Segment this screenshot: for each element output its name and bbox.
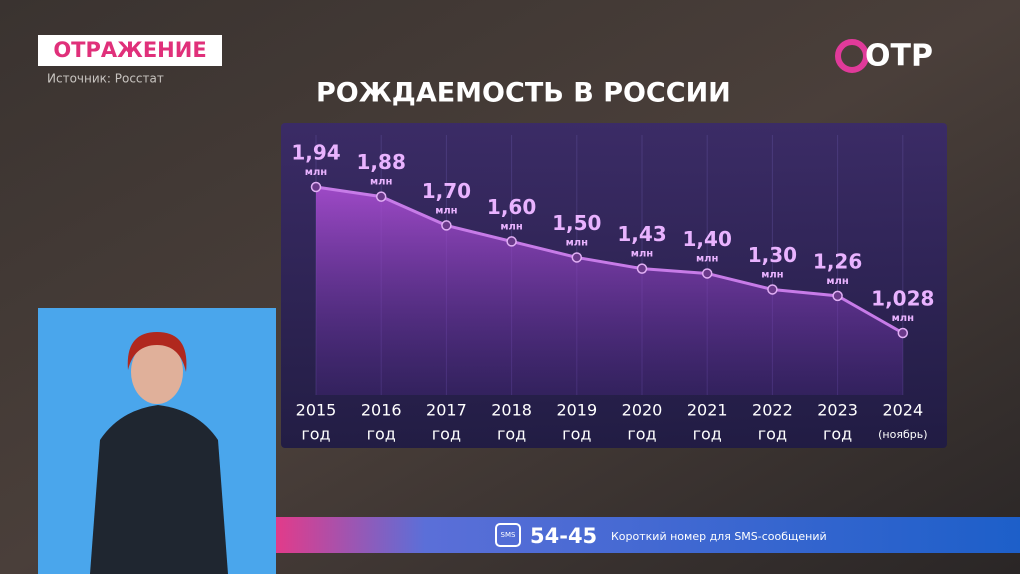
x-tick-label: 2021 bbox=[687, 401, 728, 420]
x-tick-sublabel: год bbox=[693, 425, 722, 444]
sms-number: 54-45 bbox=[530, 524, 597, 548]
interpreter-body bbox=[90, 405, 228, 574]
logo: ОТРАЖЕНИЕ bbox=[53, 38, 206, 62]
point bbox=[636, 263, 648, 274]
channel-ring bbox=[835, 39, 869, 73]
x-tick-sublabel: год bbox=[758, 425, 787, 444]
unit-label: млн bbox=[826, 276, 848, 287]
value-label: 1,40 bbox=[683, 227, 732, 251]
point bbox=[832, 290, 843, 302]
x-tick-label: 2018 bbox=[491, 401, 532, 420]
x-tick-label: 2023 bbox=[817, 401, 858, 420]
point bbox=[506, 236, 517, 247]
x-tick-label: 2020 bbox=[622, 401, 663, 420]
point bbox=[767, 284, 778, 295]
sms-badge-text: SMS bbox=[501, 531, 516, 539]
unit-label: млн bbox=[892, 313, 914, 324]
plot: 1,94 млн 2015 год 1,88 млн 2016 год 1,70 млн 2017 г… bbox=[291, 135, 934, 444]
x-tick-sublabel: (ноябрь) bbox=[878, 428, 927, 441]
value-label: 1,028 bbox=[871, 287, 934, 311]
x-tick-sublabel: год bbox=[301, 425, 330, 444]
ticker-bar bbox=[276, 517, 1020, 553]
line bbox=[315, 185, 904, 335]
point bbox=[441, 220, 452, 231]
x-tick-sublabel: год bbox=[823, 425, 852, 444]
x-tick-sublabel: год bbox=[432, 425, 461, 444]
interpreter-hair bbox=[127, 332, 187, 372]
unit-label: млн bbox=[370, 177, 392, 188]
point bbox=[375, 191, 387, 202]
x-tick-sublabel: год bbox=[627, 425, 656, 444]
x-tick-label: 2022 bbox=[752, 401, 793, 420]
point bbox=[897, 327, 909, 339]
chart-title: РОЖДАЕМОСТЬ В РОССИИ bbox=[316, 78, 731, 109]
x-tick-label: 2024 bbox=[882, 401, 923, 420]
unit-label: млн bbox=[305, 167, 327, 178]
x-tick-label: 2017 bbox=[426, 401, 467, 420]
value-label: 1,60 bbox=[487, 195, 536, 219]
x-tick-label: 2019 bbox=[556, 401, 597, 420]
sms-badge bbox=[495, 523, 521, 547]
value-label: 1,94 bbox=[291, 141, 340, 165]
x-tick-label: 2016 bbox=[361, 401, 402, 420]
x-tick-label: 2015 bbox=[296, 401, 337, 420]
value-label: 1,50 bbox=[552, 211, 601, 235]
source: Источник: Росстат bbox=[47, 72, 164, 86]
point bbox=[310, 181, 322, 193]
logo-box bbox=[38, 35, 222, 66]
channel-logo: ОТР bbox=[865, 39, 933, 74]
point bbox=[701, 268, 713, 279]
area bbox=[316, 187, 903, 395]
value-label: 1,30 bbox=[748, 243, 797, 267]
point bbox=[571, 252, 583, 263]
unit-label: млн bbox=[761, 269, 783, 280]
value-label: 1,26 bbox=[813, 249, 862, 273]
interpreter-head bbox=[131, 340, 183, 404]
unit-label: млн bbox=[631, 249, 653, 260]
value-label: 1,43 bbox=[617, 222, 666, 246]
value-label: 1,88 bbox=[357, 150, 406, 174]
x-tick-sublabel: год bbox=[497, 425, 526, 444]
value-label: 1,70 bbox=[422, 179, 471, 203]
unit-label: млн bbox=[435, 205, 457, 216]
unit-label: млн bbox=[696, 253, 718, 264]
unit-label: млн bbox=[566, 237, 588, 248]
unit-label: млн bbox=[500, 221, 522, 232]
x-tick-sublabel: год bbox=[562, 425, 591, 444]
x-tick-sublabel: год bbox=[367, 425, 396, 444]
ticker-text: Короткий номер для SMS-сообщений bbox=[611, 530, 827, 543]
